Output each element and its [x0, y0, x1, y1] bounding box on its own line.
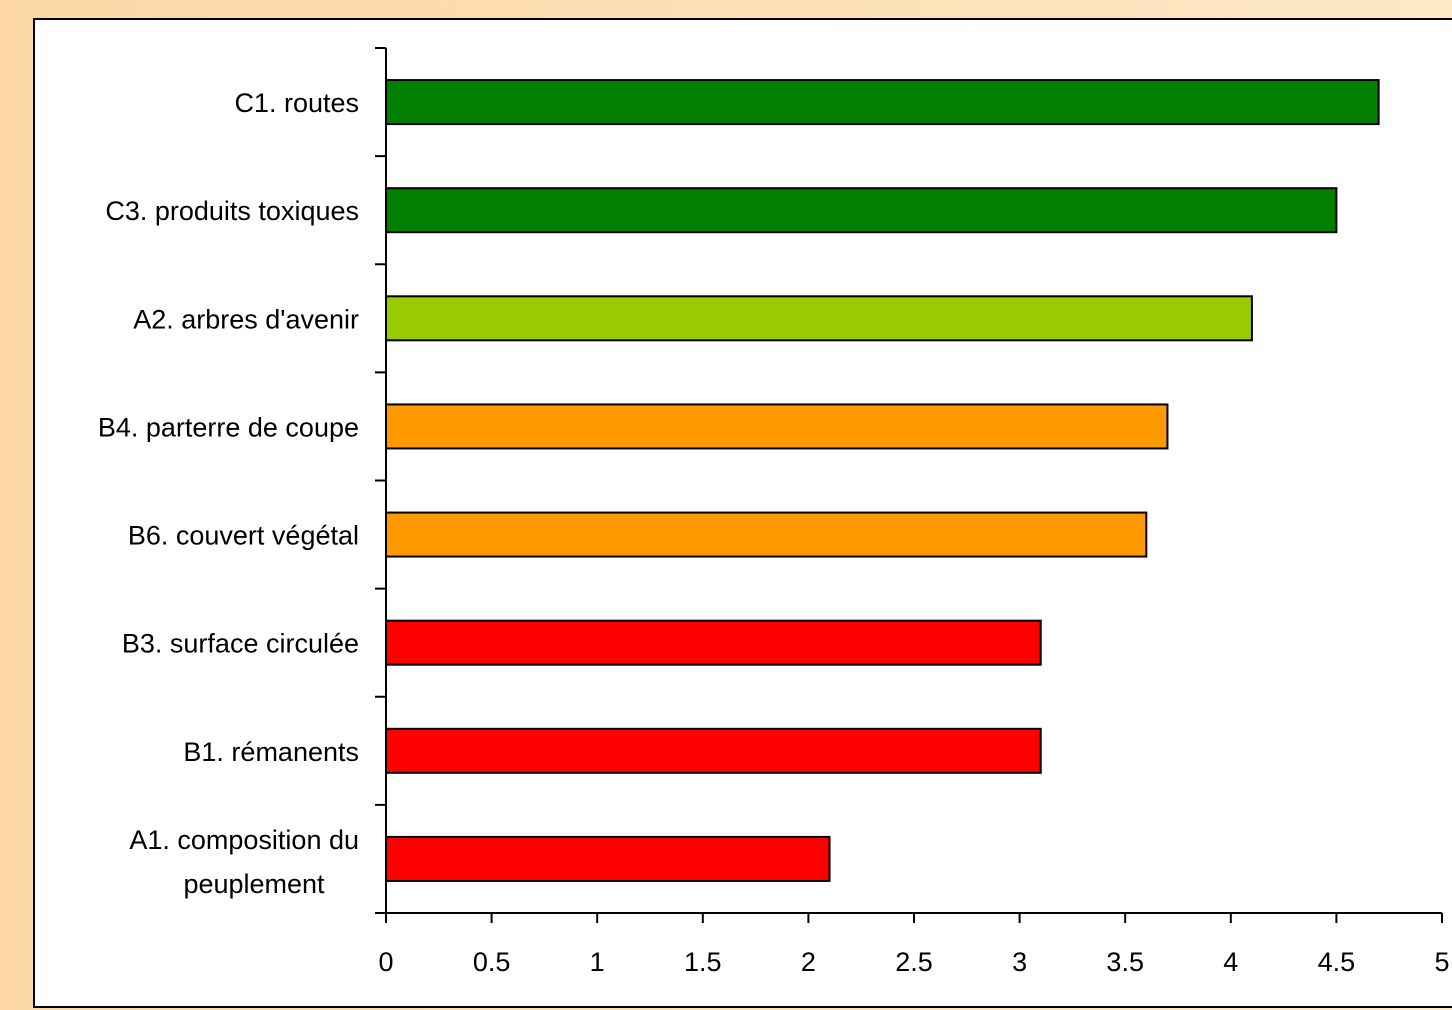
x-tick-label: 1: [590, 947, 605, 977]
bar: [385, 295, 1253, 342]
bar: [385, 187, 1338, 234]
x-tick-label: 4: [1223, 947, 1238, 977]
category-label: B4. parterre de coupe: [98, 412, 359, 442]
x-tick-label: 2.5: [895, 947, 933, 977]
bar: [385, 727, 1042, 774]
bar: [385, 511, 1148, 558]
x-tick-label: 3.5: [1106, 947, 1144, 977]
bar: [385, 835, 831, 882]
category-label-line: peuplement: [183, 869, 325, 899]
x-tick-label: 3: [1012, 947, 1027, 977]
x-tick-label: 4.5: [1318, 947, 1356, 977]
bar-chart: 0 0.5 1 1.5 2 2.5 3 3.5 4 4.5 5 C1. routes C3. produ…: [98, 47, 1450, 977]
category-label: B6. couvert végétal: [128, 521, 359, 551]
x-tick-label: 1.5: [684, 947, 722, 977]
bar: [385, 79, 1380, 126]
bar: [385, 619, 1042, 666]
category-label: B1. rémanents: [183, 737, 359, 767]
category-label-line: A1. composition du: [129, 825, 359, 855]
category-label: A2. arbres d'avenir: [133, 304, 359, 334]
x-tick-label: 5: [1434, 947, 1449, 977]
x-tick-label: 0.5: [473, 947, 511, 977]
category-label: C3. produits toxiques: [105, 196, 359, 226]
category-label: B3. surface circulée: [122, 629, 359, 659]
category-label: C1. routes: [234, 88, 359, 118]
chart-frame: 0 0.5 1 1.5 2 2.5 3 3.5 4 4.5 5 C1. routes C3. produ…: [33, 18, 1452, 1008]
bar: [385, 403, 1169, 450]
x-tick-label: 0: [378, 947, 393, 977]
x-tick-label: 2: [801, 947, 816, 977]
